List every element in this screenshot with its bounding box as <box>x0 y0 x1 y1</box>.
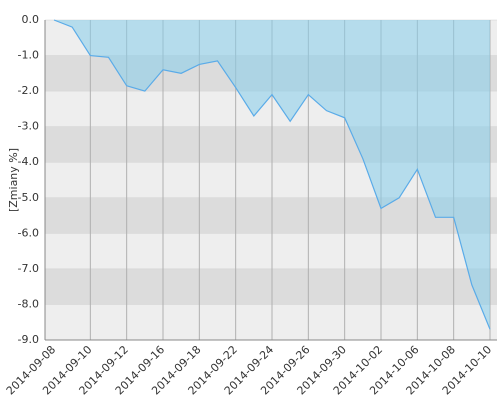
line <box>53 19 491 330</box>
y-axis-label: [Zmiany %] <box>7 148 20 212</box>
y-tick-label: -9.0 <box>18 333 39 346</box>
y-tick-label: -6.0 <box>18 226 39 239</box>
y-tick-label: -4.0 <box>18 155 39 168</box>
y-tick-label: 0.0 <box>22 13 40 26</box>
y-tick-label: -3.0 <box>18 120 39 133</box>
grid-band <box>45 268 497 305</box>
grid-band <box>45 233 497 269</box>
y-tick-label: -1.0 <box>18 49 39 62</box>
grid-band <box>45 304 497 340</box>
y-tick-label: -5.0 <box>18 191 39 204</box>
y-tick-label: -7.0 <box>18 262 39 275</box>
y-tick-label: -8.0 <box>18 297 39 310</box>
y-tick-label: -2.0 <box>18 84 39 97</box>
area-fill <box>54 20 490 330</box>
grid-band <box>45 197 497 234</box>
